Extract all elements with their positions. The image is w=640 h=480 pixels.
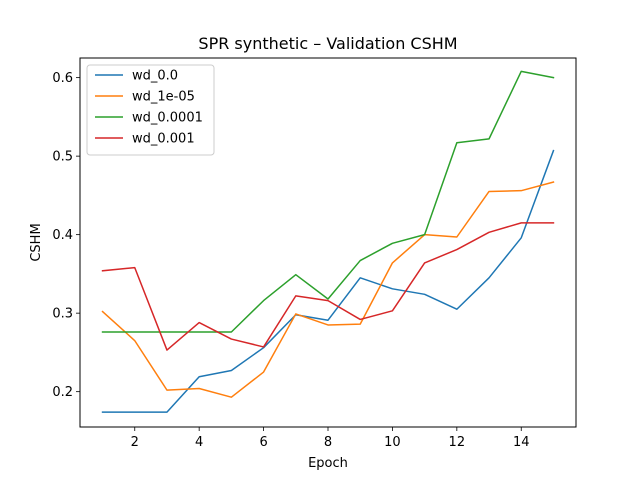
x-tick-label: 14 xyxy=(513,435,530,450)
legend-label-1: wd_1e-05 xyxy=(132,90,195,105)
series-line-2 xyxy=(101,70,555,333)
series-line-3 xyxy=(101,222,555,351)
legend-label-3: wd_0.001 xyxy=(132,132,195,147)
legend-label-0: wd_0.0 xyxy=(132,69,178,84)
legend: wd_0.0 wd_1e-05 wd_0.0001 wd_0.001 xyxy=(86,64,215,156)
y-tick-label: 0.6 xyxy=(52,71,73,86)
series-line-1 xyxy=(101,181,555,398)
x-tick-label: 8 xyxy=(324,435,332,450)
y-tick-label: 0.3 xyxy=(52,307,73,322)
y-tick-label: 0.4 xyxy=(52,228,73,243)
series-line-0 xyxy=(101,149,555,413)
axis-ticks: 2 4 6 8 10 12 14 0.2 0.3 0.4 0.5 0.6 xyxy=(52,71,529,450)
x-tick-label: 6 xyxy=(259,435,267,450)
y-tick-label: 0.5 xyxy=(52,150,73,165)
x-tick-label: 2 xyxy=(131,435,139,450)
x-tick-label: 10 xyxy=(384,435,401,450)
y-axis-title: CSHM xyxy=(29,223,44,261)
x-axis-title: Epoch xyxy=(308,456,348,471)
legend-box xyxy=(86,64,215,156)
x-tick-label: 4 xyxy=(195,435,203,450)
series-lines xyxy=(101,70,555,413)
chart-title: SPR synthetic – Validation CSHM xyxy=(198,34,457,53)
x-tick-label: 12 xyxy=(449,435,466,450)
y-tick-label: 0.2 xyxy=(52,385,73,400)
legend-label-2: wd_0.0001 xyxy=(132,111,203,126)
